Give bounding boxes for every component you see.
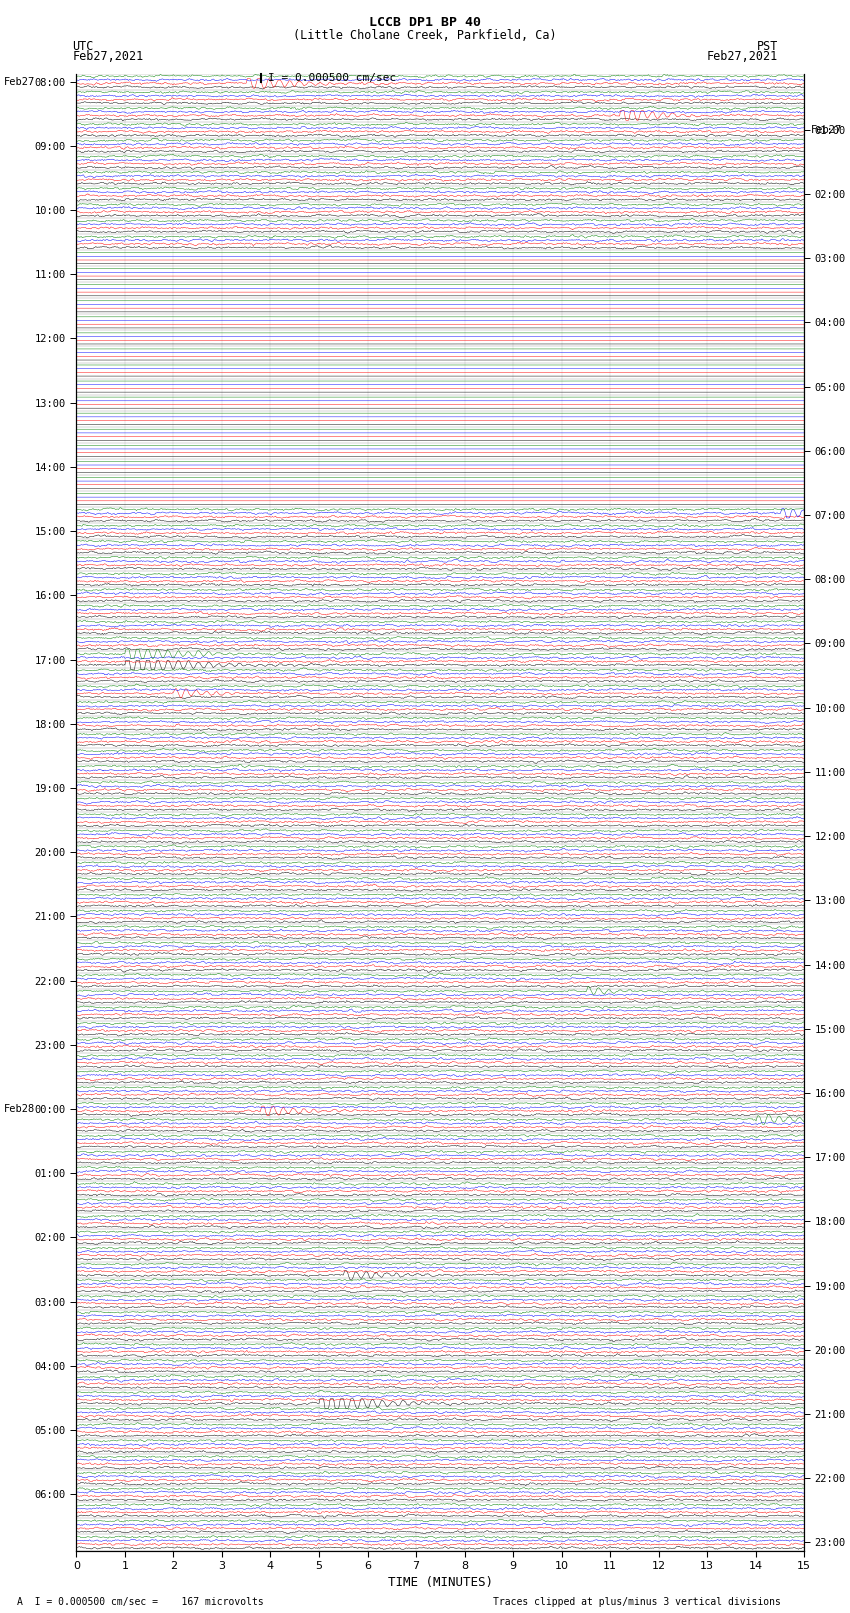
- Text: PST: PST: [756, 40, 778, 53]
- Text: Feb27,2021: Feb27,2021: [706, 50, 778, 63]
- Text: (Little Cholane Creek, Parkfield, Ca): (Little Cholane Creek, Parkfield, Ca): [293, 29, 557, 42]
- Text: Feb28: Feb28: [4, 1103, 36, 1115]
- X-axis label: TIME (MINUTES): TIME (MINUTES): [388, 1576, 493, 1589]
- Text: I = 0.000500 cm/sec: I = 0.000500 cm/sec: [268, 73, 396, 82]
- Text: LCCB DP1 BP 40: LCCB DP1 BP 40: [369, 16, 481, 29]
- Text: A  I = 0.000500 cm/sec =    167 microvolts: A I = 0.000500 cm/sec = 167 microvolts: [17, 1597, 264, 1607]
- Text: Feb27,2021: Feb27,2021: [72, 50, 144, 63]
- Text: Traces clipped at plus/minus 3 vertical divisions: Traces clipped at plus/minus 3 vertical …: [493, 1597, 781, 1607]
- Text: Feb27: Feb27: [811, 124, 842, 135]
- Text: Feb27: Feb27: [4, 76, 36, 87]
- Text: UTC: UTC: [72, 40, 94, 53]
